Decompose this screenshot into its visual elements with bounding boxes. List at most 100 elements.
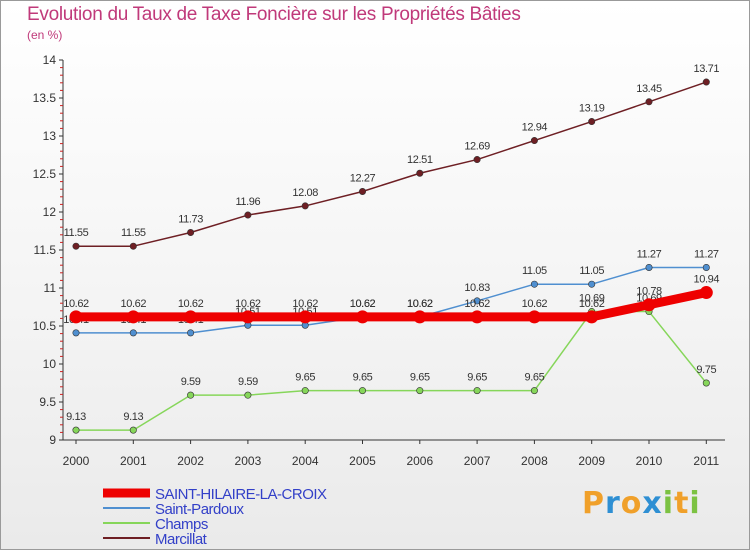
data-label: 10.62 (178, 298, 204, 310)
data-point (702, 379, 710, 387)
chart-subtitle: (en %) (27, 28, 63, 42)
data-point (241, 310, 255, 324)
data-point (72, 426, 80, 434)
data-point (356, 310, 369, 324)
data-label: 10.62 (235, 298, 261, 310)
data-label: 11.96 (236, 196, 261, 208)
data-label: 9.13 (66, 411, 86, 423)
x-tick-label: 2010 (636, 454, 663, 468)
data-label: 9.65 (524, 372, 544, 384)
data-point (69, 310, 83, 324)
data-point (187, 229, 195, 237)
data-label: 9.13 (123, 411, 143, 423)
data-point (358, 387, 366, 395)
data-point (530, 137, 538, 145)
data-point (72, 242, 80, 250)
logo-letter: t (674, 486, 690, 521)
y-tick-label: 9.5 (39, 395, 56, 409)
data-label: 10.62 (350, 298, 376, 310)
data-point (244, 391, 252, 399)
y-tick-label: 14 (43, 53, 57, 67)
data-label: 10.62 (407, 298, 433, 310)
data-label: 10.62 (522, 298, 548, 310)
data-point (642, 298, 656, 312)
data-label: 11.55 (64, 227, 89, 239)
data-label: 9.59 (238, 376, 258, 388)
data-point (416, 387, 424, 395)
data-point (527, 310, 541, 324)
data-point (187, 391, 195, 399)
chart-title: Evolution du Taux de Taxe Foncière sur l… (27, 4, 521, 25)
data-label: 10.94 (694, 274, 720, 286)
logo-letter: r (605, 486, 621, 521)
data-point (473, 297, 481, 305)
data-point (244, 211, 252, 219)
data-point (129, 242, 137, 250)
y-tick-label: 9 (49, 433, 56, 447)
data-label: 9.65 (467, 372, 487, 384)
data-point (72, 329, 80, 337)
data-label: 9.75 (696, 364, 716, 376)
data-point (702, 78, 710, 86)
data-point (301, 387, 309, 395)
data-point (298, 310, 312, 324)
data-label: 9.65 (410, 372, 430, 384)
data-label: 10.62 (292, 298, 318, 310)
logo-letter: i (662, 486, 675, 521)
data-point (645, 263, 653, 271)
data-label: 12.08 (292, 187, 318, 199)
data-label: 11.05 (522, 265, 547, 277)
data-point (530, 387, 538, 395)
data-point (416, 169, 424, 177)
data-point (702, 263, 710, 271)
data-point (413, 310, 427, 324)
data-label: 13.19 (579, 103, 605, 115)
data-point (473, 156, 481, 164)
data-label: 10.62 (579, 298, 605, 310)
data-point (645, 98, 653, 106)
logo-letter: P (582, 486, 605, 521)
x-tick-label: 2007 (464, 454, 491, 468)
data-point (187, 329, 195, 337)
x-tick-label: 2006 (406, 454, 433, 468)
x-tick-label: 2009 (578, 454, 605, 468)
logo-letter: o (620, 486, 643, 521)
data-label: 11.27 (694, 248, 719, 260)
data-label: 10.78 (636, 286, 662, 298)
x-tick-label: 2005 (349, 454, 376, 468)
x-tick-label: 2002 (177, 454, 204, 468)
y-tick-label: 10.5 (33, 319, 57, 333)
x-tick-label: 2003 (235, 454, 262, 468)
data-label: 11.55 (121, 227, 146, 239)
y-tick-label: 10 (43, 357, 57, 371)
data-label: 12.27 (350, 172, 376, 184)
x-tick-label: 2000 (63, 454, 90, 468)
data-label: 10.62 (464, 298, 490, 310)
data-point (473, 387, 481, 395)
data-label: 12.69 (464, 141, 490, 153)
data-label: 10.83 (464, 282, 490, 294)
data-point (470, 310, 484, 324)
data-label: 9.59 (181, 376, 201, 388)
data-point (126, 310, 140, 324)
data-point (184, 310, 198, 324)
logo-letter: i (689, 486, 701, 521)
proxiti-logo: Proxiti (582, 486, 701, 521)
data-label: 9.65 (353, 372, 373, 384)
data-point (588, 280, 596, 288)
x-tick-label: 2004 (292, 454, 319, 468)
y-tick-label: 13 (43, 129, 57, 143)
data-label: 12.51 (407, 154, 433, 166)
data-label: 10.62 (407, 298, 433, 310)
data-point (585, 310, 599, 324)
data-point (129, 329, 137, 337)
x-tick-label: 2001 (120, 454, 147, 468)
series-line-marcillat (75, 81, 708, 247)
y-tick-label: 11.5 (34, 243, 57, 257)
legend-label: Saint-Pardoux (155, 501, 245, 518)
series-line-champs (75, 310, 708, 431)
data-label: 10.62 (63, 298, 89, 310)
data-label: 11.73 (178, 214, 203, 226)
data-point (301, 202, 309, 210)
